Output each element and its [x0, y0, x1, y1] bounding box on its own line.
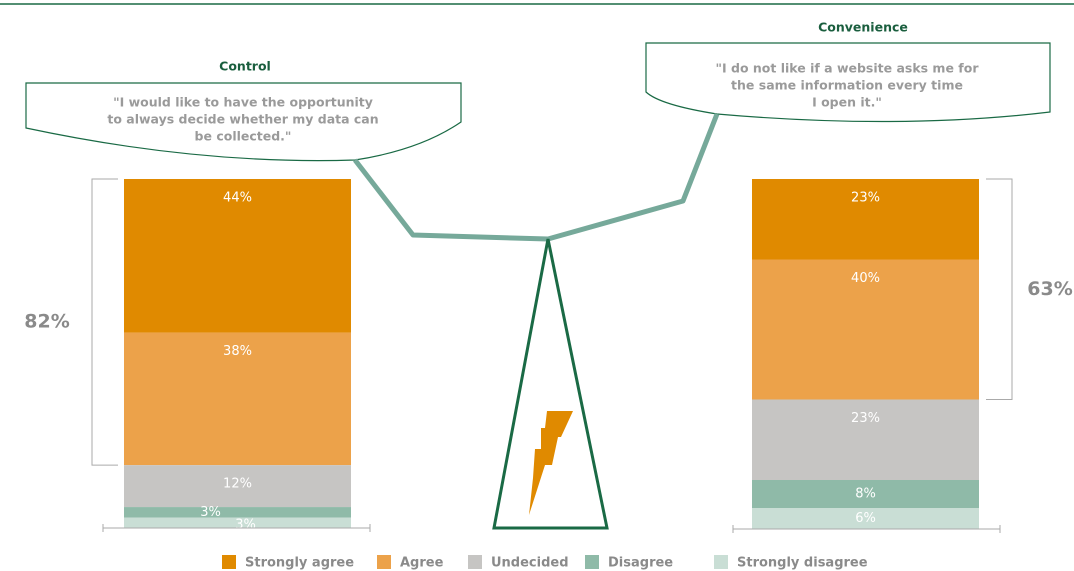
legend-label: Strongly disagree [737, 556, 868, 571]
lightning-icon [529, 411, 573, 515]
value-label: 23% [851, 411, 880, 426]
quote-line: to always decide whether my data can [107, 112, 378, 127]
speech-bubble [645, 42, 1051, 123]
legend-swatch [585, 555, 599, 569]
bracket [986, 178, 1013, 400]
bracket-label: 63% [1027, 278, 1072, 300]
legend-swatch [468, 555, 482, 569]
value-label: 3% [200, 505, 221, 520]
bar-segment [124, 507, 351, 518]
value-label: 12% [223, 477, 252, 492]
value-label: 38% [223, 344, 252, 359]
bar-segment [752, 399, 979, 480]
bracket-label: 82% [24, 311, 69, 333]
value-label: 23% [851, 191, 880, 206]
legend-label: Disagree [608, 556, 673, 571]
value-label: 8% [855, 487, 876, 502]
value-label: 3% [235, 517, 256, 532]
quote-line: I open it." [812, 95, 882, 110]
chart-title: Convenience [818, 20, 908, 35]
value-label: 44% [223, 191, 252, 206]
legend-label: Strongly agree [245, 556, 354, 571]
value-label: 6% [855, 511, 876, 526]
bar-segment [124, 517, 351, 528]
bar-segment [752, 480, 979, 508]
quote-line: "I do not like if a website asks me for [716, 61, 980, 76]
legend-swatch [714, 555, 728, 569]
bar-segment [752, 179, 979, 260]
legend-swatch [222, 555, 236, 569]
quote-line: the same information every time [731, 78, 963, 93]
legend-label: Agree [400, 556, 444, 571]
balance-stand [492, 238, 609, 530]
bar-segment [124, 179, 351, 333]
quote-line: be collected." [195, 129, 292, 144]
quote-line: "I would like to have the opportunity [113, 95, 373, 110]
speech-bubble [25, 82, 462, 162]
bar-segment [752, 508, 979, 529]
bar-segment [124, 332, 351, 466]
chart-title: Control [219, 59, 271, 74]
legend-label: Undecided [491, 556, 569, 571]
bar-segment [124, 465, 351, 508]
value-label: 40% [851, 271, 880, 286]
bar-segment [752, 259, 979, 400]
bracket [91, 178, 118, 466]
legend-swatch [377, 555, 391, 569]
